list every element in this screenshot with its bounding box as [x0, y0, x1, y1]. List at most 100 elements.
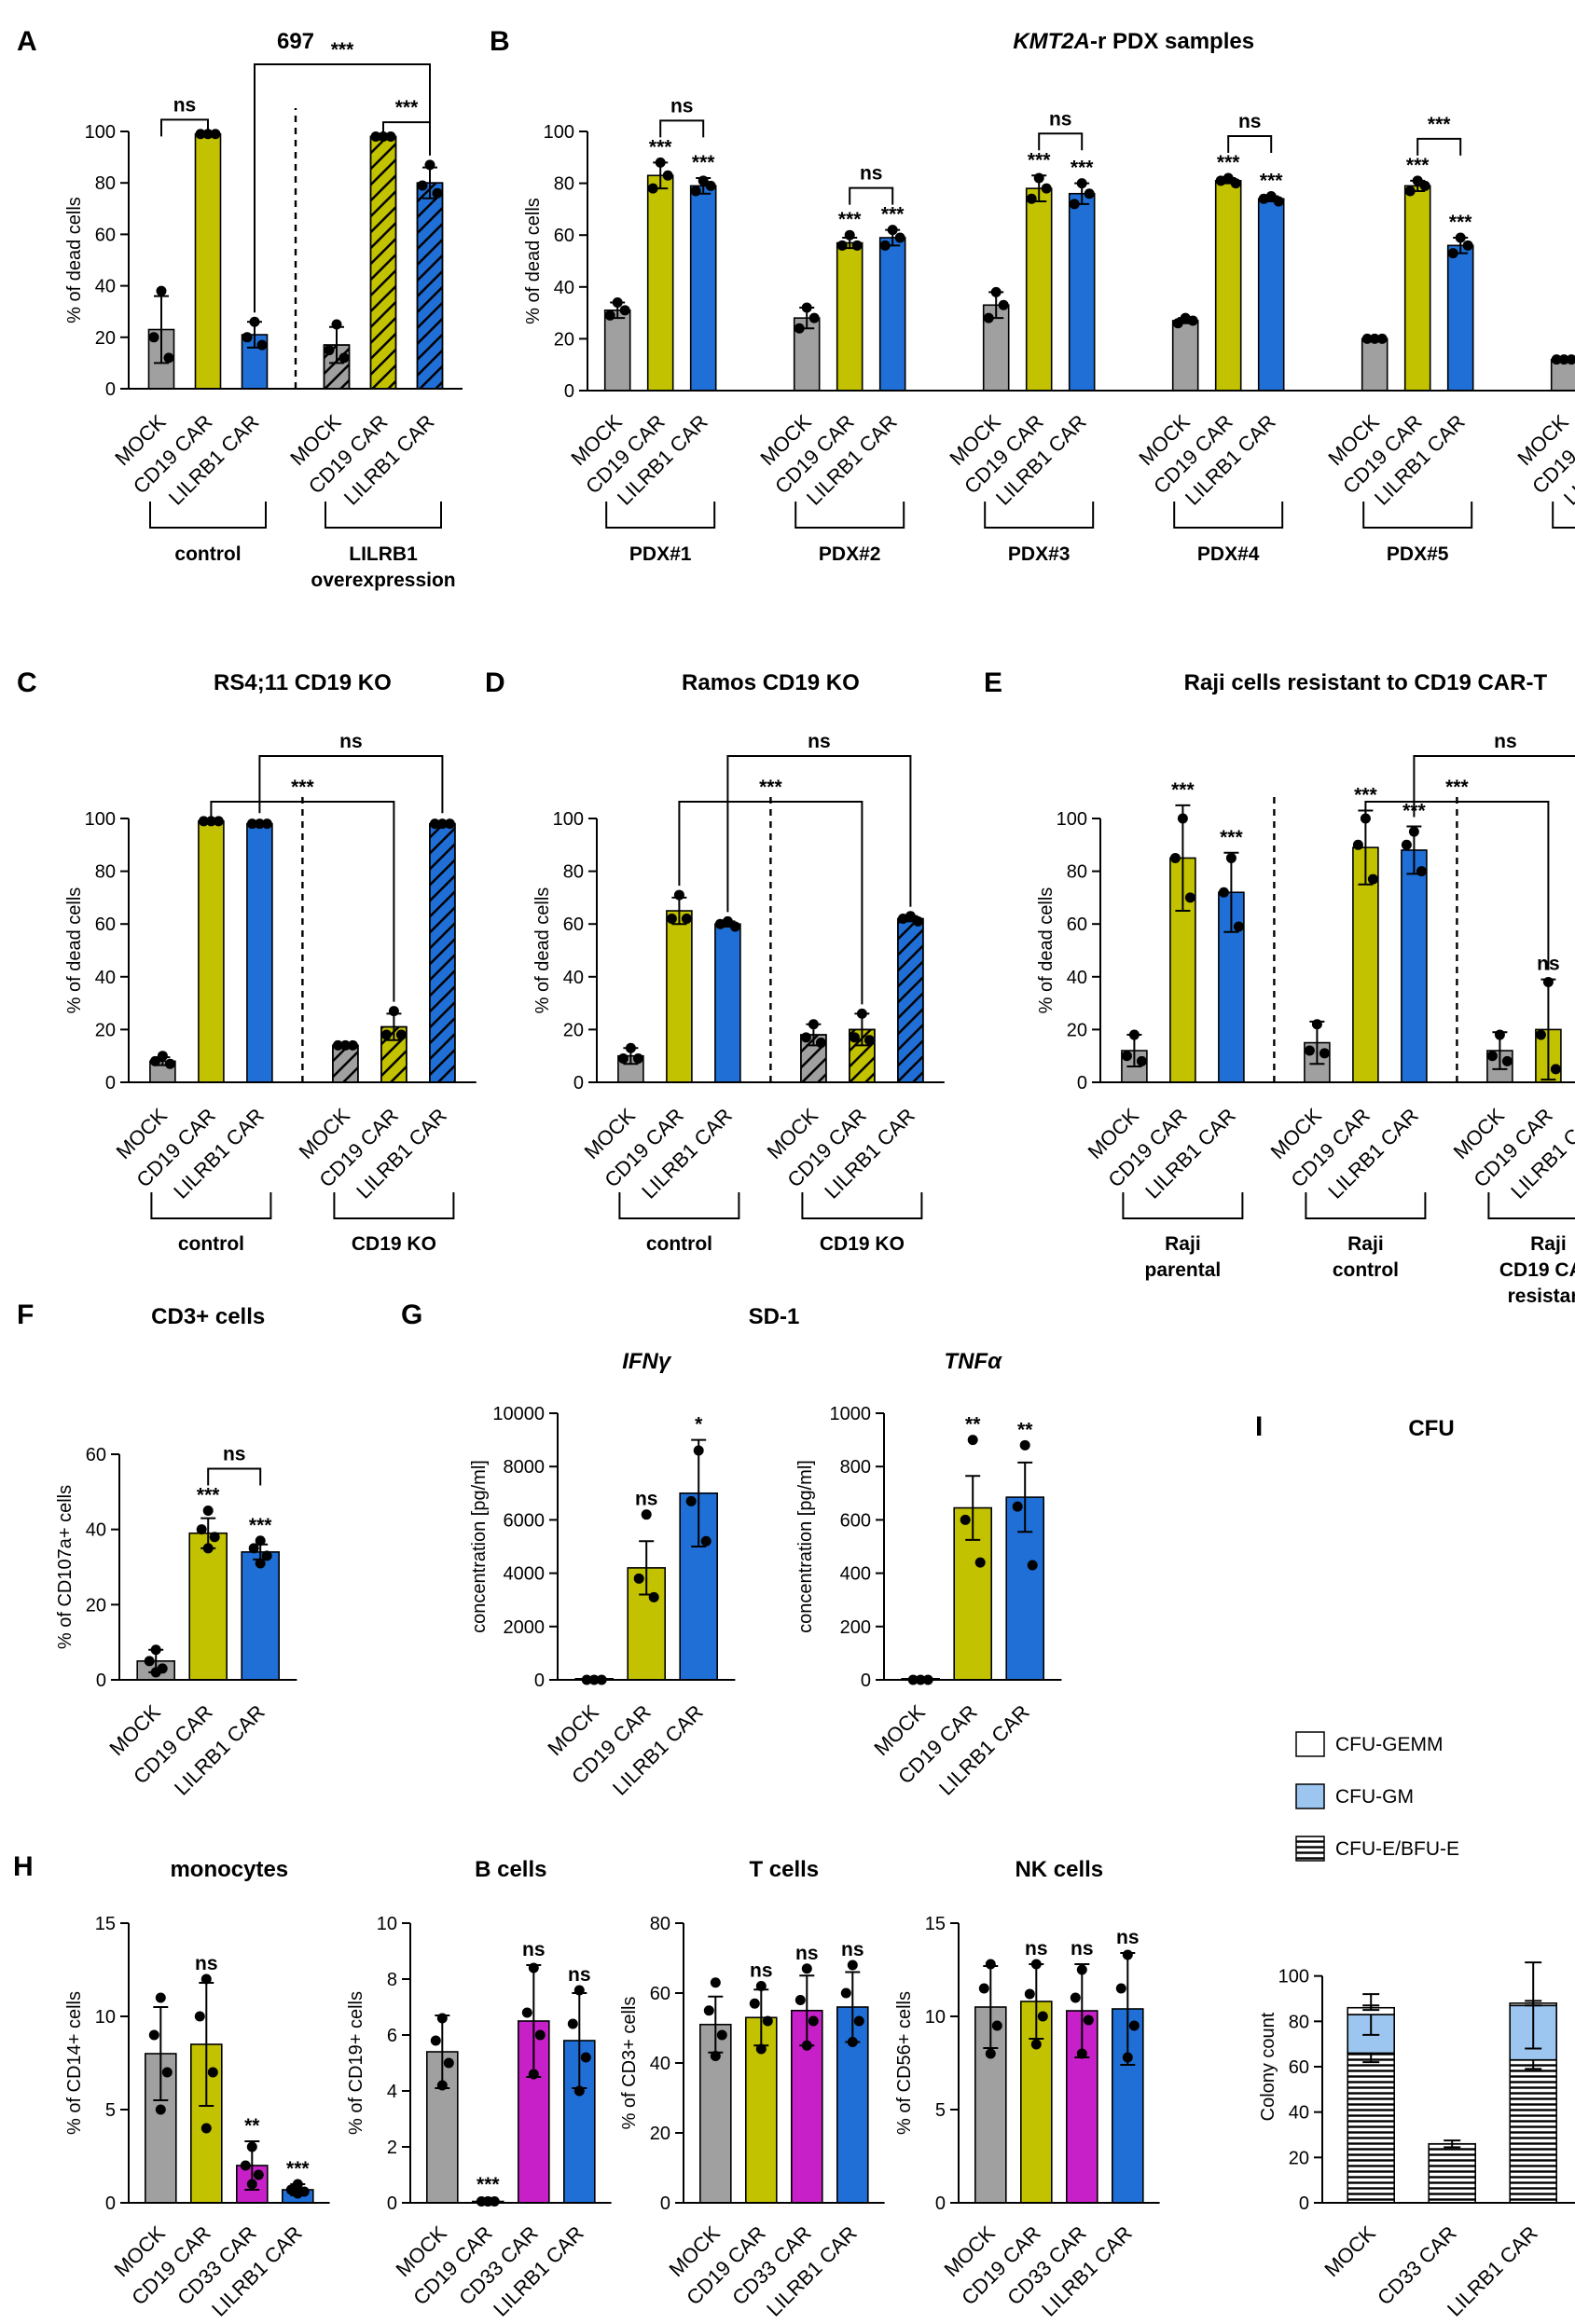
y-axis-label: concentration [pg/ml] — [469, 1460, 490, 1633]
data-point — [801, 2040, 812, 2051]
bar-hatch — [332, 1044, 359, 1083]
data-point — [1122, 1949, 1133, 1960]
panel-label: A — [17, 26, 37, 57]
data-point — [156, 285, 167, 296]
significance-label: ** — [1017, 1419, 1033, 1440]
data-point — [254, 818, 265, 830]
data-point — [1462, 240, 1473, 251]
data-point — [1258, 193, 1269, 204]
data-point — [617, 1053, 629, 1065]
bar — [1446, 244, 1474, 392]
y-tick-label: 100 — [85, 122, 116, 143]
y-tick-label: 60 — [650, 1984, 670, 2004]
significance-label: ns — [841, 1939, 864, 1960]
y-tick-label: 0 — [1077, 1073, 1087, 1093]
bar — [246, 822, 273, 1083]
data-point — [1030, 1959, 1042, 1970]
data-point — [1177, 813, 1188, 824]
y-tick-label: 0 — [861, 1671, 871, 1691]
data-point — [332, 1039, 343, 1051]
data-point — [580, 2052, 591, 2063]
data-point — [1030, 2039, 1042, 2050]
data-point — [1404, 186, 1416, 197]
data-point — [985, 1959, 996, 1970]
data-point — [202, 1506, 214, 1516]
comparison-label: *** — [1428, 114, 1451, 135]
bar — [188, 1532, 228, 1681]
significance-label: ** — [244, 2115, 260, 2137]
data-point — [256, 339, 268, 351]
data-point — [161, 2067, 173, 2078]
bar — [646, 174, 674, 392]
y-tick-label: 400 — [840, 1564, 871, 1585]
comparison-bracket — [659, 119, 705, 138]
y-tick-label: 0 — [105, 379, 116, 400]
bar — [953, 1506, 993, 1681]
data-point — [1033, 172, 1044, 184]
comparison-bracket — [726, 755, 912, 913]
comparison-label: ns — [223, 1444, 246, 1465]
data-point — [1233, 921, 1244, 932]
significance-label: *** — [1171, 779, 1195, 801]
data-point — [196, 1524, 207, 1535]
data-point — [157, 1051, 168, 1062]
group-label: PDX#3 — [1008, 543, 1071, 565]
comparison-bracket — [258, 755, 444, 814]
significance-label: *** — [881, 204, 905, 226]
data-point — [714, 918, 725, 929]
y-axis-label: Colony count — [1258, 2012, 1278, 2121]
data-point — [1447, 248, 1458, 259]
y-tick-label: 80 — [95, 173, 116, 194]
data-point — [436, 2013, 448, 2024]
data-point — [808, 312, 820, 323]
data-point — [347, 1039, 358, 1051]
significance-label: ns — [1025, 1938, 1048, 1960]
panel-title: RS4;11 CD19 KO — [214, 670, 392, 695]
data-point — [1012, 1501, 1023, 1512]
bar — [1025, 187, 1053, 392]
y-tick-label: 60 — [95, 914, 116, 935]
legend-swatch — [1295, 1731, 1325, 1757]
data-point — [808, 2015, 819, 2027]
y-tick-label: 60 — [1067, 914, 1087, 935]
y-axis-label: % of CD19+ cells — [346, 1991, 366, 2135]
data-point — [1419, 180, 1430, 191]
significance-label: *** — [249, 1515, 272, 1536]
y-tick-label: 20 — [563, 1020, 584, 1040]
data-point — [1225, 852, 1237, 863]
data-point — [836, 240, 848, 251]
data-point — [1187, 315, 1198, 326]
y-tick-label: 100 — [1278, 1967, 1309, 1987]
group-bracket — [794, 502, 905, 529]
data-point — [1128, 1029, 1140, 1040]
data-point — [755, 2043, 767, 2055]
y-tick-label: 800 — [840, 1457, 871, 1478]
data-point — [246, 818, 257, 830]
data-point — [1304, 1045, 1315, 1056]
data-point — [417, 180, 428, 191]
data-point — [985, 2048, 996, 2059]
y-tick-label: 0 — [534, 1671, 545, 1691]
y-tick-label: 2 — [387, 2138, 397, 2158]
legend-swatch — [1295, 1783, 1325, 1809]
panel-title: CD3+ cells — [151, 1304, 265, 1329]
group-bracket — [801, 1192, 923, 1219]
comparison-label: ns — [339, 731, 363, 752]
data-point — [1416, 866, 1427, 877]
y-tick-label: 0 — [660, 2193, 670, 2214]
data-point — [1076, 178, 1087, 189]
significance-label: *** — [1449, 212, 1472, 233]
data-point — [155, 2104, 166, 2115]
data-point — [703, 2005, 714, 2016]
y-axis-label: % of dead cells — [523, 198, 544, 324]
y-tick-label: 80 — [650, 1914, 670, 1934]
data-point — [967, 1435, 978, 1446]
significance-label: ns — [635, 1489, 658, 1510]
y-axis-label: % of CD56+ cells — [894, 1991, 915, 2135]
comparison-bracket — [1364, 801, 1550, 970]
data-point — [528, 2069, 539, 2080]
y-tick-label: 60 — [95, 225, 116, 245]
